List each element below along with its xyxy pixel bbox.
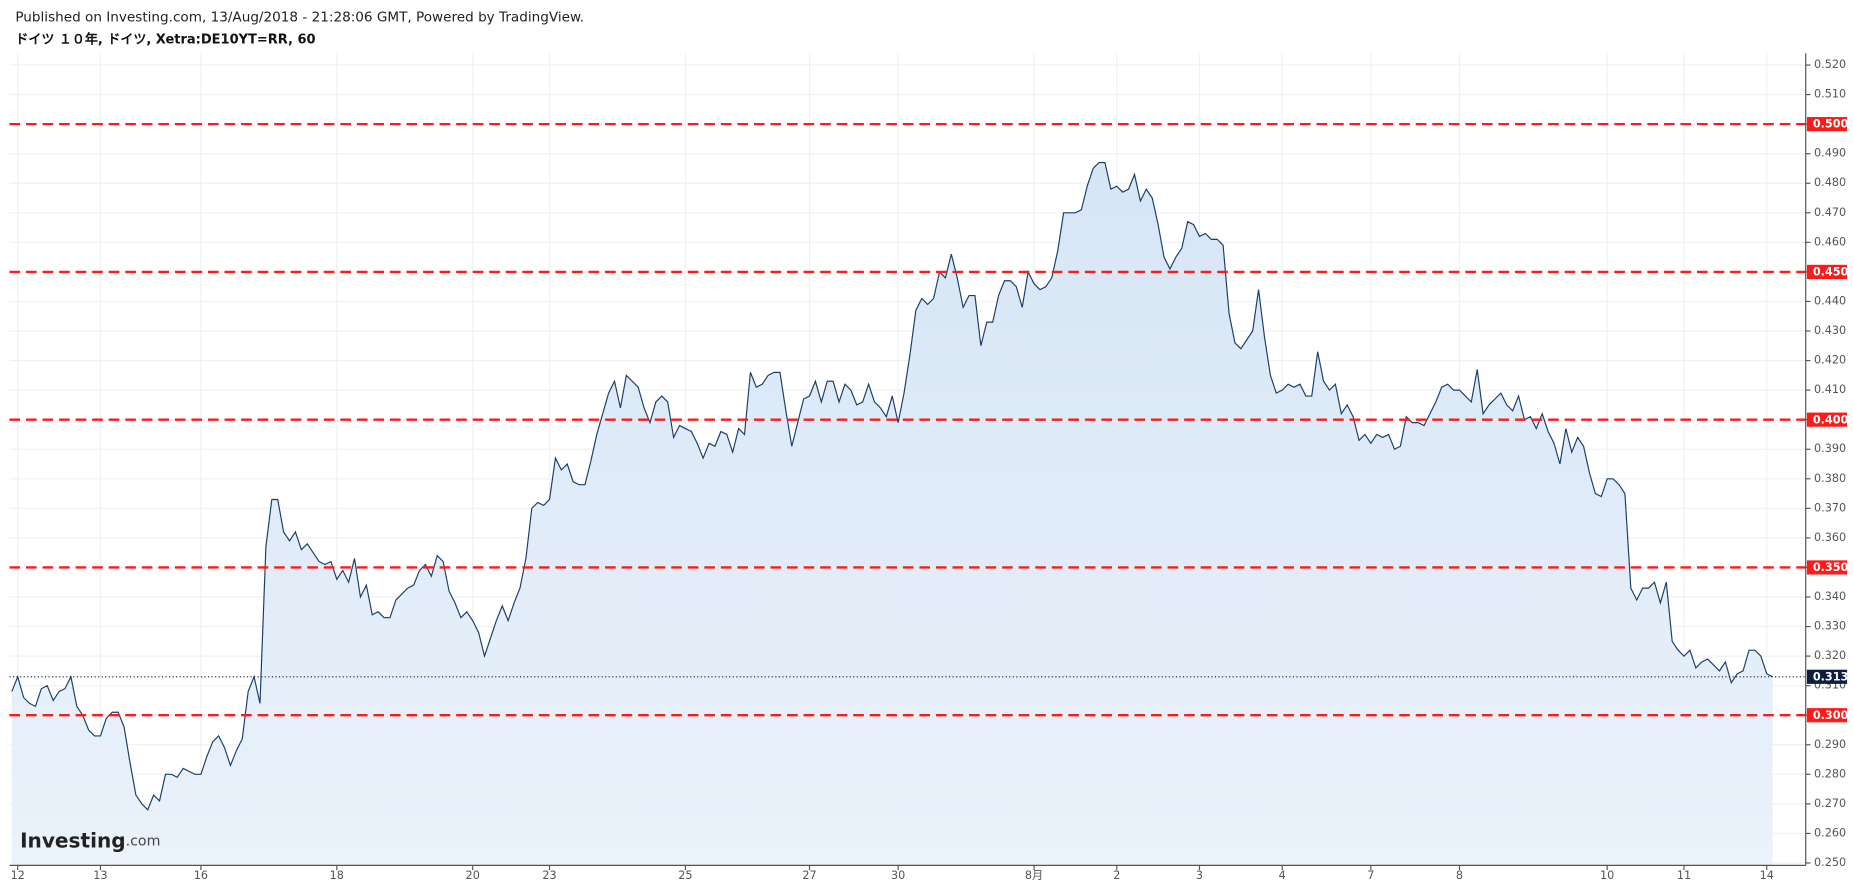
y-tick-label: 0.360 [1814,531,1846,544]
x-tick-label: 13 [93,869,107,882]
y-tick-label: 0.510 [1814,88,1846,101]
y-tick-label: 0.440 [1814,294,1846,307]
x-tick-label: 16 [194,869,208,882]
x-tick-label: 12 [11,869,25,882]
x-tick-label: 23 [542,869,556,882]
y-tick-label: 0.410 [1814,383,1846,396]
level-tag [1806,264,1848,279]
x-tick-label: 11 [1677,869,1691,882]
logo: Investing.com [20,828,160,852]
level-label: 0.500 [1813,118,1849,131]
x-tick-label: 20 [466,869,480,882]
y-tick-label: 0.420 [1814,354,1846,367]
y-tick-label: 0.390 [1814,442,1846,455]
y-tick-label: 0.280 [1814,767,1846,780]
published-note: Published on Investing.com, 13/Aug/2018 … [15,10,584,26]
y-tick-label: 0.290 [1814,738,1846,751]
level-tag [1806,560,1848,575]
x-tick-label: 4 [1279,869,1286,882]
y-tick-label: 0.340 [1814,590,1846,603]
x-tick-label: 27 [802,869,816,882]
x-tick-label: 30 [891,869,905,882]
level-label: 0.350 [1813,561,1849,574]
level-tag [1806,708,1848,723]
x-tick-label: 18 [330,869,344,882]
logo-brand: Investing [20,828,126,852]
symbol-title: ドイツ １０年, ドイツ, Xetra:DE10YT=RR, 60 [15,32,315,48]
y-tick-label: 0.330 [1814,620,1846,633]
level-label: 0.400 [1813,413,1849,426]
level-label: 0.300 [1813,709,1849,722]
labels: 0.2500.2600.2700.2800.2900.3000.3100.320… [11,58,1849,882]
x-tick-label: 7 [1367,869,1374,882]
y-tick-label: 0.470 [1814,206,1846,219]
area-fill [11,162,1773,866]
x-tick-label: 8月 [1025,869,1043,882]
level-label: 0.450 [1813,265,1849,278]
last-price-tag [1806,669,1848,684]
level-tag [1806,117,1848,132]
y-tick-label: 0.380 [1814,472,1846,485]
x-tick-label: 3 [1196,869,1203,882]
y-tick-label: 0.320 [1814,649,1846,662]
y-tick-label: 0.270 [1814,797,1846,810]
x-tick-label: 8 [1456,869,1463,882]
x-tick-label: 14 [1760,869,1774,882]
x-tick-label: 2 [1113,869,1120,882]
y-tick-label: 0.480 [1814,176,1846,189]
y-tick-label: 0.490 [1814,147,1846,160]
x-tick-label: 25 [678,869,692,882]
level-tag [1806,412,1848,427]
y-tick-label: 0.520 [1814,58,1846,71]
y-tick-label: 0.370 [1814,501,1846,514]
y-tick-label: 0.430 [1814,324,1846,337]
price-line [11,161,1773,811]
plot [9,122,1806,866]
y-tick-label: 0.460 [1814,235,1846,248]
y-tick-label: 0.250 [1814,856,1846,869]
last-price-label: 0.313 [1813,670,1848,683]
y-tick-label: 0.260 [1814,826,1846,839]
logo-suffix: .com [126,834,161,850]
x-tick-label: 10 [1600,869,1614,882]
